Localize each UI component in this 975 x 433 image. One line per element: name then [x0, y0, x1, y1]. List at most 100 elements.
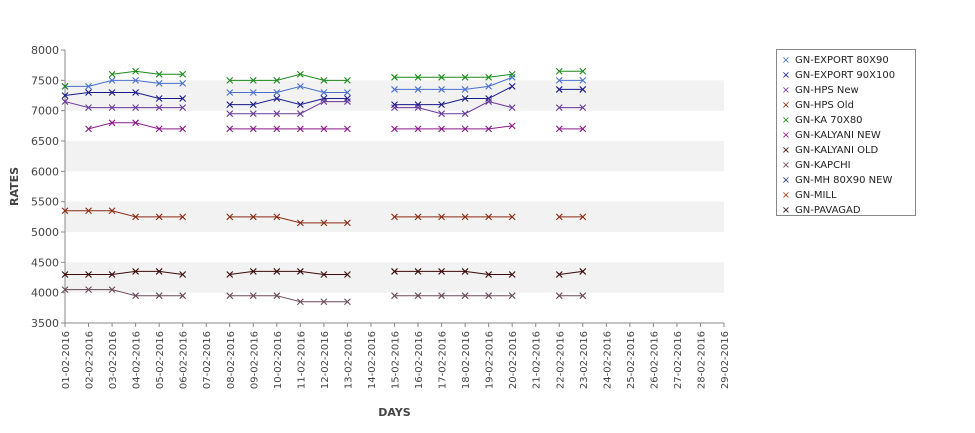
grid-band [65, 141, 724, 172]
series-line-5 [394, 125, 513, 130]
grid-band [65, 80, 724, 111]
data-point-3 [508, 213, 516, 221]
data-point-2 [108, 104, 116, 112]
data-point-5 [85, 125, 92, 133]
x-tick-label: 24-02-2016 [602, 331, 613, 389]
legend-label: GN-KAPCHI [795, 160, 851, 171]
data-point-3 [108, 207, 116, 215]
data-point-4 [249, 76, 257, 84]
data-point-5 [438, 125, 445, 133]
data-point-4 [555, 67, 563, 75]
data-point-0 [320, 89, 328, 96]
data-point-5 [320, 125, 328, 133]
y-axis-title: RATES [8, 167, 21, 206]
x-axis-title: DAYS [378, 406, 411, 419]
legend-item: × GN-PAVAGAD [777, 203, 915, 218]
data-point-4 [320, 76, 328, 84]
data-point-3 [320, 219, 328, 227]
data-point-6 [461, 268, 469, 275]
y-tick-label: 4500 [31, 256, 59, 269]
series-line-0 [229, 85, 348, 93]
data-point-1 [555, 86, 563, 93]
data-point-2 [296, 110, 304, 118]
series-line-4 [394, 73, 513, 78]
x-tick-label: 21-02-2016 [532, 331, 543, 389]
y-tick-label: 6500 [31, 135, 59, 148]
legend-item: × GN-HPS New [777, 83, 915, 98]
data-point-0 [414, 86, 422, 93]
data-point-4 [461, 73, 469, 81]
data-point-0 [85, 83, 92, 90]
x-tick-label: 06-02-2016 [179, 331, 190, 389]
data-point-2 [132, 104, 139, 112]
data-point-4 [391, 73, 398, 81]
series-line-3 [229, 216, 348, 224]
y-tick-label: 7500 [31, 74, 59, 87]
data-point-5 [155, 125, 163, 133]
data-point-0 [249, 89, 257, 96]
y-tick-label: 6000 [31, 165, 59, 178]
data-point-2 [273, 110, 281, 118]
data-point-7 [461, 292, 469, 300]
data-point-1 [344, 95, 351, 102]
legend-marker-icon: × [781, 189, 791, 201]
data-point-1 [485, 95, 493, 102]
data-point-1 [391, 101, 398, 108]
data-point-1 [249, 101, 257, 108]
x-tick-label: 09-02-2016 [249, 331, 260, 389]
data-point-6 [438, 268, 445, 275]
data-point-7 [61, 286, 69, 294]
series-line-0 [65, 79, 183, 87]
x-tick-label: 18-02-2016 [461, 331, 472, 389]
data-point-3 [414, 213, 422, 221]
data-point-0 [273, 89, 281, 96]
data-point-6 [579, 268, 587, 275]
legend-marker-icon: × [781, 204, 791, 216]
data-point-7 [485, 292, 493, 300]
x-tick-label: 04-02-2016 [132, 331, 143, 389]
series-line-7 [229, 295, 348, 303]
data-point-4 [438, 73, 445, 81]
data-point-2 [391, 104, 398, 112]
data-point-0 [226, 89, 234, 96]
data-point-7 [508, 292, 516, 300]
data-point-2 [179, 104, 187, 112]
x-tick-label: 02-02-2016 [85, 331, 96, 389]
legend-marker-icon: × [781, 114, 791, 126]
data-point-2 [461, 110, 469, 118]
data-point-3 [226, 213, 234, 221]
legend-item: × GN-KALYANI OLD [777, 143, 915, 158]
x-tick-label: 27-02-2016 [673, 331, 684, 389]
series-line-7 [65, 289, 183, 297]
data-point-6 [132, 268, 139, 275]
legend-label: GN-HPS New [795, 85, 859, 96]
x-tick-label: 22-02-2016 [555, 331, 566, 389]
data-point-0 [555, 76, 563, 84]
data-point-7 [273, 292, 281, 300]
data-point-4 [155, 70, 163, 78]
legend-item: × GN-KAPCHI [777, 158, 915, 173]
legend-label: GN-EXPORT 90X100 [795, 70, 896, 81]
series-line-0 [394, 76, 513, 90]
y-tick-label: 3500 [31, 317, 59, 330]
series-line-6 [229, 270, 348, 275]
grid-band [65, 262, 724, 293]
legend-label: GN-HPS Old [795, 100, 854, 111]
y-tick-label: 8000 [31, 44, 59, 57]
x-tick-label: 19-02-2016 [485, 331, 496, 389]
y-tick-label: 4000 [31, 287, 59, 300]
data-point-6 [320, 271, 328, 278]
data-point-3 [579, 213, 587, 221]
legend-label: GN-KA 70X80 [795, 115, 863, 126]
data-point-7 [132, 292, 139, 300]
legend-marker-icon: × [781, 144, 791, 156]
data-point-3 [485, 213, 493, 221]
data-point-7 [414, 292, 422, 300]
x-tick-label: 14-02-2016 [367, 331, 378, 389]
series-line-1 [394, 85, 513, 106]
data-point-0 [391, 86, 398, 93]
data-point-1 [226, 101, 234, 108]
legend-item: × GN-HPS Old [777, 98, 915, 113]
x-tick-label: 16-02-2016 [414, 331, 425, 389]
